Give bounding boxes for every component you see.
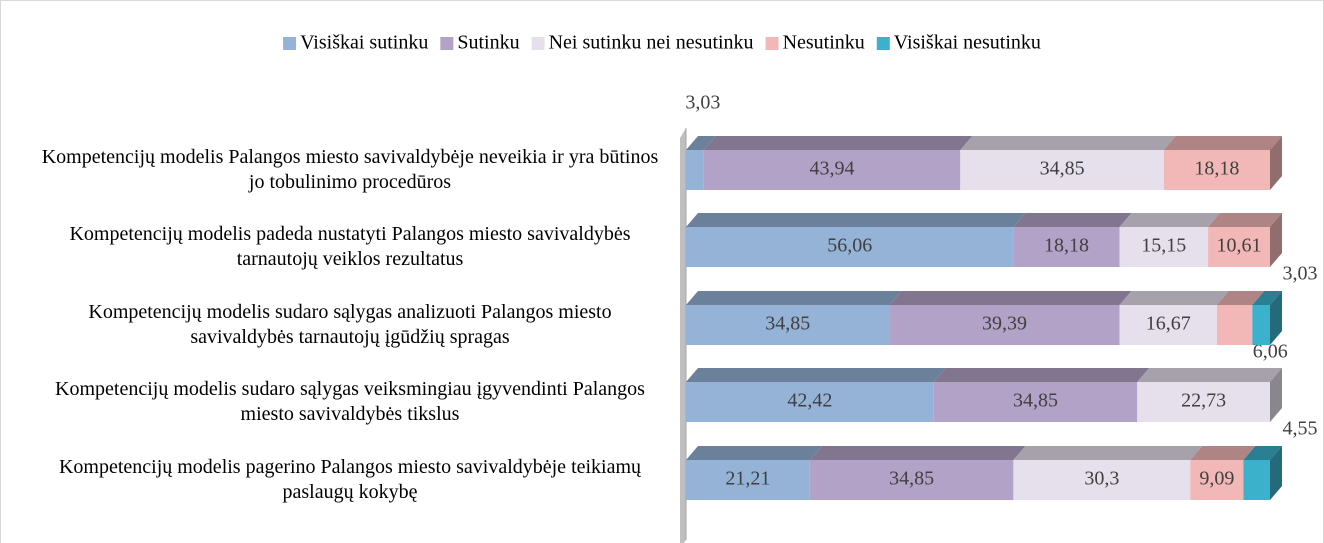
bar bbox=[889, 305, 1120, 345]
legend-swatch bbox=[283, 37, 297, 50]
value-label: 21,21 bbox=[725, 468, 770, 490]
bar-top bbox=[1013, 446, 1203, 460]
bar bbox=[1013, 460, 1191, 500]
bar-top bbox=[1208, 213, 1282, 227]
bar-top bbox=[933, 368, 1150, 382]
legend-swatch bbox=[531, 37, 545, 50]
bar bbox=[703, 150, 961, 190]
legend-label: Sutinku bbox=[457, 32, 519, 54]
bar-top bbox=[1119, 291, 1229, 305]
category-label: Kompetencijų modelis sudaro sąlygas anal… bbox=[88, 301, 612, 348]
legend-swatch bbox=[765, 37, 779, 50]
value-label: 34,85 bbox=[1040, 158, 1085, 180]
value-label: 18,18 bbox=[1194, 158, 1239, 180]
bar-top bbox=[686, 136, 716, 150]
value-label: 18,18 bbox=[1044, 235, 1089, 257]
bar bbox=[809, 460, 1014, 500]
bar bbox=[686, 227, 1014, 267]
axis-wall bbox=[680, 128, 686, 543]
value-label: 56,06 bbox=[827, 235, 872, 257]
bar-top bbox=[686, 213, 1026, 227]
value-label: 16,67 bbox=[1146, 313, 1191, 335]
bar-top bbox=[703, 136, 973, 150]
bar bbox=[1119, 227, 1209, 267]
bar bbox=[686, 305, 890, 345]
value-label: 15,15 bbox=[1141, 235, 1186, 257]
bar bbox=[1190, 460, 1244, 500]
value-label: 43,94 bbox=[810, 158, 855, 180]
bar-top bbox=[1119, 213, 1221, 227]
legend-label: Visiškai sutinku bbox=[300, 32, 428, 54]
bar bbox=[686, 382, 934, 422]
bar bbox=[686, 150, 704, 190]
value-label: 22,73 bbox=[1181, 390, 1226, 412]
value-label: 9,09 bbox=[1199, 468, 1234, 490]
value-label: 6,06 bbox=[1253, 341, 1288, 363]
category-label: Kompetencijų modelis Palangos miesto sav… bbox=[41, 146, 659, 193]
value-label: 4,55 bbox=[1283, 418, 1318, 440]
category-label: Kompetencijų modelis padeda nustatyti Pa… bbox=[69, 223, 631, 270]
bar-top bbox=[1137, 368, 1282, 382]
legend-label: Visiškai nesutinku bbox=[894, 32, 1041, 54]
bar-top bbox=[686, 291, 902, 305]
bar bbox=[1013, 227, 1120, 267]
bar bbox=[933, 382, 1138, 422]
value-label: 10,61 bbox=[1217, 235, 1262, 257]
bar bbox=[686, 460, 810, 500]
bar-top bbox=[1252, 291, 1282, 305]
bar-top bbox=[686, 368, 946, 382]
bar bbox=[1216, 305, 1253, 345]
bar-side bbox=[1270, 213, 1282, 267]
legend-swatch bbox=[440, 37, 454, 50]
legend-label: Nesutinku bbox=[783, 32, 865, 54]
category-label: Kompetencijų modelis pagerino Palangos m… bbox=[58, 456, 642, 503]
bar-side bbox=[1270, 291, 1282, 345]
value-label: 34,85 bbox=[1013, 390, 1058, 412]
bar-top bbox=[1243, 446, 1282, 460]
bar-top bbox=[1216, 291, 1265, 305]
value-label: 34,85 bbox=[765, 313, 810, 335]
bar-top bbox=[889, 291, 1132, 305]
value-label: 39,39 bbox=[982, 313, 1027, 335]
value-label: 42,42 bbox=[787, 390, 832, 412]
bar bbox=[1137, 382, 1270, 422]
bar-top bbox=[1190, 446, 1256, 460]
legend-label: Nei sutinku nei nesutinku bbox=[549, 32, 754, 54]
bar-side bbox=[1270, 446, 1282, 500]
bar-top bbox=[1013, 213, 1132, 227]
value-label: 34,85 bbox=[889, 468, 934, 490]
bar-side bbox=[1270, 136, 1282, 190]
bar-side bbox=[1270, 368, 1282, 422]
bar-top bbox=[686, 446, 822, 460]
bar bbox=[1252, 305, 1270, 345]
value-label: 3,03 bbox=[1283, 263, 1318, 285]
bar-top bbox=[809, 446, 1026, 460]
bar bbox=[1119, 305, 1217, 345]
bar-top bbox=[960, 136, 1176, 150]
bar bbox=[1243, 460, 1270, 500]
category-label: Kompetencijų modelis sudaro sąlygas veik… bbox=[55, 378, 645, 425]
bar bbox=[1163, 150, 1270, 190]
bar bbox=[960, 150, 1164, 190]
value-label: 30,3 bbox=[1084, 468, 1119, 490]
bar bbox=[1208, 227, 1270, 267]
value-label: 3,03 bbox=[685, 92, 720, 114]
legend-swatch bbox=[876, 37, 890, 50]
bar-top bbox=[1163, 136, 1282, 150]
